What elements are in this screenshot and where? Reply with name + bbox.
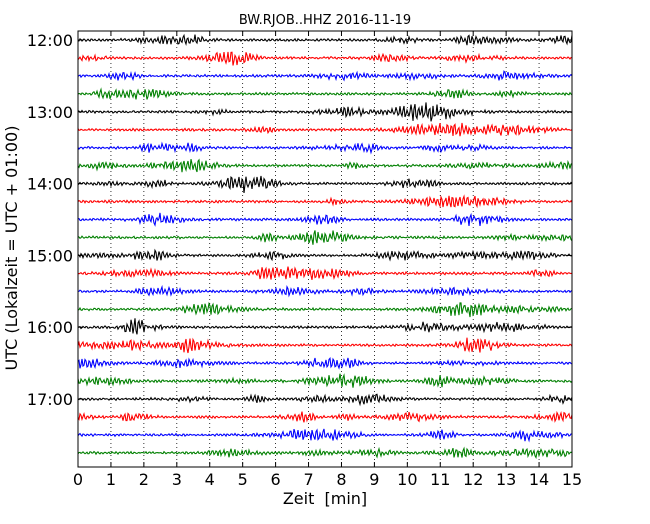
- seismic-trace: [77, 212, 573, 227]
- plot-frame: [77, 30, 573, 468]
- seismic-trace: [77, 284, 573, 298]
- x-tick-label: 10: [397, 470, 417, 489]
- seismic-trace: [77, 428, 573, 443]
- y-tick-label: 13:00: [27, 103, 73, 122]
- seismic-trace: [77, 70, 573, 82]
- x-axis-label: Zeit [min]: [283, 489, 367, 508]
- chart-title: BW.RJOB..HHZ 2016-11-19: [239, 13, 411, 28]
- seismic-trace: [77, 356, 573, 370]
- x-tick-label: 15: [562, 470, 582, 489]
- trace-layer: [77, 33, 573, 459]
- seismic-trace: [77, 446, 573, 459]
- seismic-trace: [77, 175, 573, 194]
- seismic-trace: [77, 102, 573, 122]
- seismic-trace: [77, 248, 573, 262]
- seismic-trace: [77, 158, 573, 173]
- y-tick-label: 17:00: [27, 390, 73, 409]
- x-tick-label: 4: [205, 470, 215, 489]
- x-tick-label: 9: [369, 470, 379, 489]
- x-tick-label: 2: [139, 470, 149, 489]
- x-tick-label: 5: [238, 470, 248, 489]
- axis-ticks: 0 1 2 3 4 5 6 7 8 9 10 11 12 13 14 1512:0013:0014:0015:…: [27, 31, 582, 489]
- seismic-trace: [77, 194, 573, 209]
- seismic-trace: [77, 87, 573, 100]
- seismic-trace: [77, 318, 573, 335]
- x-tick-label: 1: [106, 470, 116, 489]
- x-tick-label: 6: [271, 470, 281, 489]
- grid-lines: [110, 31, 540, 467]
- y-tick-label: 14:00: [27, 175, 73, 194]
- y-axis-label: UTC (Lokalzeit = UTC + 01:00): [2, 126, 21, 371]
- x-tick-label: 0: [73, 470, 83, 489]
- seismic-trace: [77, 266, 573, 281]
- x-tick-label: 11: [430, 470, 450, 489]
- seismic-trace: [77, 33, 573, 47]
- seismic-trace: [77, 122, 573, 137]
- x-tick-label: 7: [303, 470, 313, 489]
- x-tick-label: 8: [336, 470, 346, 489]
- seismic-trace: [77, 373, 573, 388]
- y-tick-label: 16:00: [27, 318, 73, 337]
- seismic-trace: [77, 230, 573, 245]
- seismic-trace: [77, 141, 573, 155]
- seismic-trace: [77, 337, 573, 354]
- seismic-trace: [77, 393, 573, 407]
- x-tick-label: 3: [172, 470, 182, 489]
- seismic-trace: [77, 410, 573, 423]
- y-tick-label: 12:00: [27, 31, 73, 50]
- x-tick-label: 12: [463, 470, 483, 489]
- seismic-trace: [77, 301, 573, 318]
- x-tick-label: 13: [496, 470, 516, 489]
- y-tick-label: 15:00: [27, 246, 73, 265]
- x-tick-label: 14: [529, 470, 549, 489]
- seismic-trace: [77, 51, 573, 66]
